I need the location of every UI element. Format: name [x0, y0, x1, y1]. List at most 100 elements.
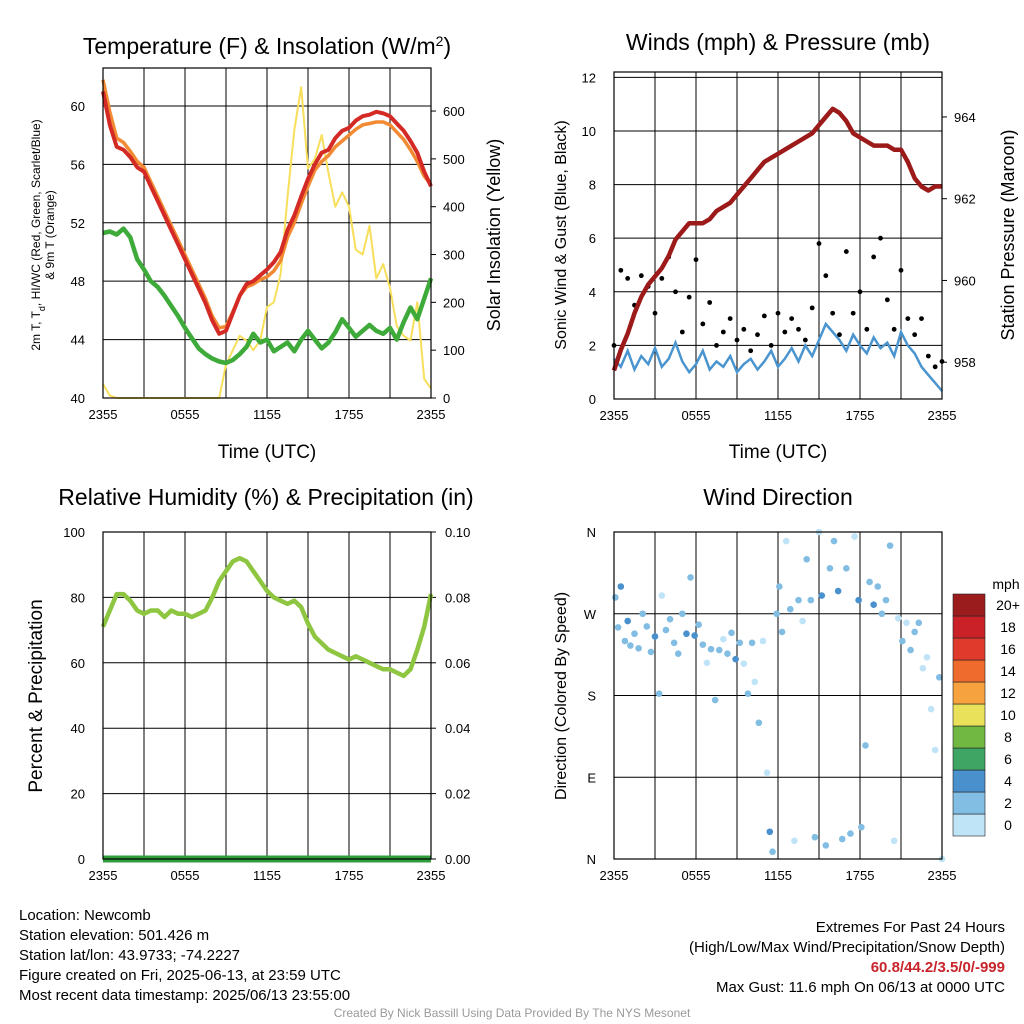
gust-point — [638, 273, 644, 279]
gust-point — [782, 329, 788, 335]
gust-point — [837, 332, 842, 338]
direction-point — [703, 659, 711, 667]
gust-point — [625, 275, 631, 281]
direction-point — [662, 626, 670, 634]
direction-point — [866, 578, 873, 586]
x-tick-label: 1755 — [846, 868, 875, 883]
y-tick-label: E — [587, 770, 596, 785]
gust-point — [761, 313, 767, 319]
direction-point — [683, 630, 690, 638]
direction-point — [830, 537, 838, 545]
legend-label: 20+ — [996, 597, 1020, 613]
y-tick-label: 100 — [63, 525, 85, 540]
direction-point — [778, 628, 786, 636]
direction-point — [766, 828, 774, 836]
direction-point — [732, 655, 739, 663]
direction-point — [631, 630, 638, 638]
gust-point — [741, 326, 747, 332]
direction-point — [890, 837, 898, 845]
y-right-tick-label: 0.02 — [445, 787, 470, 802]
x-tick-label: 1155 — [253, 868, 281, 883]
direction-point — [674, 650, 682, 658]
direction-point — [834, 587, 842, 595]
gust-point — [768, 342, 774, 348]
y-tick-label: 40 — [71, 721, 85, 736]
x-tick-label: 0555 — [682, 868, 711, 883]
y-tick-label: S — [587, 689, 596, 704]
direction-point — [759, 637, 767, 645]
direction-point — [658, 592, 666, 599]
gust-point — [871, 254, 877, 260]
gust-point — [755, 332, 760, 338]
gust-point — [878, 235, 883, 241]
y-right-tick-label: 0.10 — [445, 525, 470, 540]
direction-point — [822, 842, 830, 849]
direction-point — [782, 537, 790, 545]
gust-point — [919, 316, 924, 321]
speed-legend: 0 2 4 6 8 10 12 14 16 18 20+ — [952, 593, 1020, 837]
series-line-td — [102, 226, 434, 366]
y-tick-label: 56 — [71, 157, 85, 172]
figure-created: Figure created on Fri, 2025-06-13, at 23… — [19, 967, 341, 984]
x-tick-label: 1155 — [253, 407, 281, 422]
x-tick-label: 1755 — [846, 408, 875, 423]
legend-swatch — [952, 769, 986, 793]
gust-point — [850, 310, 856, 316]
gust-point — [823, 273, 829, 279]
x-tick-label: 2355 — [928, 868, 957, 883]
direction-point — [621, 637, 629, 645]
legend-swatch — [952, 725, 986, 749]
gust-point — [720, 329, 726, 335]
extremes-subtitle: (High/Low/Max Wind/Precipitation/Snow De… — [689, 939, 1005, 956]
direction-point — [919, 664, 927, 672]
direction-point — [894, 614, 902, 622]
plot-area-3: 2355 0555 1155 1755 2355 0 20 40 60 80 100 0.00 0.02… — [63, 525, 470, 883]
direction-point — [736, 639, 744, 647]
x-tick-label: 2355 — [417, 407, 446, 422]
legend-label: 16 — [1000, 641, 1016, 657]
series-line-2m-t — [101, 91, 433, 336]
credit-line: Created By Nick Bassill Using Data Provi… — [333, 1006, 691, 1020]
gust-point — [618, 267, 624, 273]
direction-point — [651, 633, 659, 640]
direction-point — [847, 830, 854, 837]
max-gust: Max Gust: 11.6 mph On 06/13 at 0000 UTC — [715, 979, 1005, 996]
gust-point — [700, 321, 706, 327]
gust-point — [748, 348, 754, 354]
direction-point — [699, 641, 707, 648]
legend-label: 2 — [1004, 795, 1012, 811]
plot-frame — [102, 67, 432, 399]
legend-label: 14 — [1000, 663, 1016, 679]
legend-label: 8 — [1004, 729, 1012, 745]
gust-point — [714, 342, 719, 348]
gust-point — [686, 294, 692, 300]
y-tick-label: 6 — [589, 231, 596, 246]
y-tick-label: 80 — [71, 590, 85, 605]
plot-area-4: 2355 0555 1155 1755 2355 N E S W N — [584, 525, 957, 883]
x-tick-label: 2355 — [89, 407, 118, 422]
plot-frame — [613, 71, 943, 400]
x-tick-label: 2355 — [417, 868, 446, 883]
gust-point — [679, 329, 685, 335]
gust-point — [693, 257, 699, 263]
y-tick-label: 0 — [78, 852, 85, 867]
legend-swatch — [952, 681, 986, 705]
winds-ylabel-right: Station Pressure (Maroon) — [998, 129, 1018, 340]
gust-point — [734, 337, 740, 343]
gust-point — [802, 337, 808, 343]
y-right-tick-label: 600 — [443, 104, 465, 119]
gust-point — [884, 297, 890, 303]
direction-point — [617, 583, 625, 590]
direction-point — [666, 615, 674, 623]
y-right-tick-label: 0.04 — [445, 721, 470, 736]
legend-swatch — [952, 813, 986, 837]
direction-point — [838, 835, 846, 843]
direction-point — [882, 596, 890, 604]
y-right-tick-label: 200 — [443, 295, 465, 310]
legend-label: 6 — [1004, 751, 1012, 767]
recent-timestamp: Most recent data timestamp: 2025/06/13 2… — [19, 987, 351, 1004]
direction-point — [711, 696, 719, 704]
direction-point — [874, 583, 882, 590]
direction-point — [695, 621, 703, 628]
